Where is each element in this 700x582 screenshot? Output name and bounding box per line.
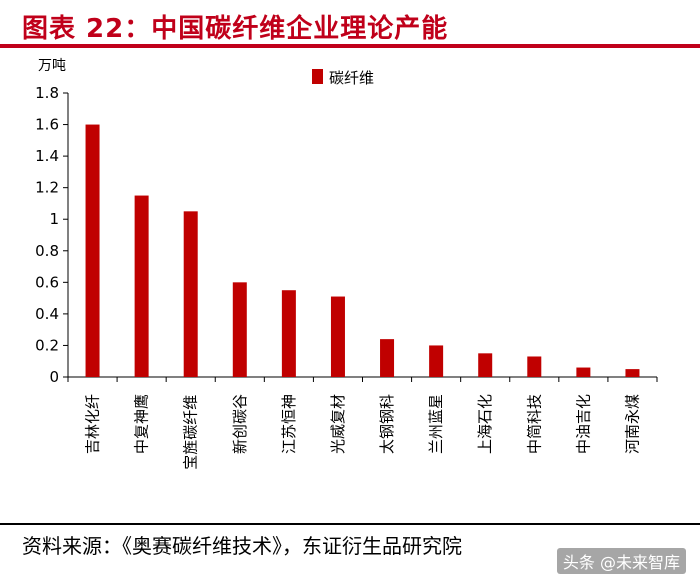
bar	[429, 345, 444, 377]
legend-swatch	[312, 69, 323, 84]
bar	[183, 211, 198, 377]
y-tick-label: 0.6	[35, 273, 59, 291]
title-underline	[0, 44, 700, 48]
y-tick-label: 0.4	[35, 305, 59, 323]
bar	[625, 369, 640, 377]
category-label: 中简科技	[525, 394, 543, 454]
category-label: 光威复材	[329, 394, 347, 454]
legend-label: 碳纤维	[329, 69, 374, 87]
category-label: 中油吉化	[574, 394, 592, 454]
x-axis	[67, 376, 658, 382]
category-label: 上海石化	[476, 394, 494, 454]
y-tick-label: 1.6	[35, 116, 59, 134]
chart-title: 图表 22：中国碳纤维企业理论产能	[22, 14, 449, 44]
watermark: 头条 @未来智库	[556, 548, 686, 574]
category-label: 吉林化纤	[84, 394, 102, 454]
y-axis-unit: 万吨	[38, 58, 66, 74]
bar	[85, 124, 100, 377]
bars	[85, 124, 640, 377]
bar-chart: 0 0.2 0.4 0.6 0.8 1 1.2 1.4 1.6 1.8 吉林化纤 中复神鹰 宝旌碳纤维…	[35, 58, 658, 470]
category-label: 兰州蓝星	[427, 394, 445, 454]
bar	[527, 356, 542, 377]
category-label: 太钢钢科	[378, 394, 396, 454]
y-tick-label: 0	[49, 368, 59, 386]
category-label: 江苏恒神	[280, 394, 298, 454]
y-tick-label: 1	[49, 210, 59, 228]
category-label: 河南永煤	[623, 394, 641, 454]
bar	[330, 296, 345, 377]
y-tick-label: 0.8	[35, 242, 59, 260]
bar	[576, 367, 591, 377]
bar	[232, 282, 247, 377]
bar	[478, 353, 493, 377]
y-tick-label: 0.2	[35, 336, 59, 354]
y-tick-label: 1.8	[35, 84, 59, 102]
category-label: 中复神鹰	[133, 394, 151, 454]
source-note: 资料来源：《奥赛碳纤维技术》，东证衍生品研究院	[22, 534, 462, 558]
bar	[281, 290, 296, 377]
category-label: 新创碳谷	[231, 394, 249, 454]
category-labels: 吉林化纤 中复神鹰 宝旌碳纤维 新创碳谷 江苏恒神 光威复材 太钢钢科 兰州蓝星 上海石化 中简科…	[84, 394, 642, 470]
y-tick-label: 1.2	[35, 179, 59, 197]
bar	[380, 339, 395, 377]
y-tick-label: 1.4	[35, 147, 59, 165]
category-label: 宝旌碳纤维	[182, 395, 200, 470]
source-divider	[0, 523, 700, 525]
legend: 碳纤维	[312, 69, 374, 87]
y-axis: 0 0.2 0.4 0.6 0.8 1 1.2 1.4 1.6 1.8	[35, 84, 69, 386]
bar	[134, 195, 149, 377]
